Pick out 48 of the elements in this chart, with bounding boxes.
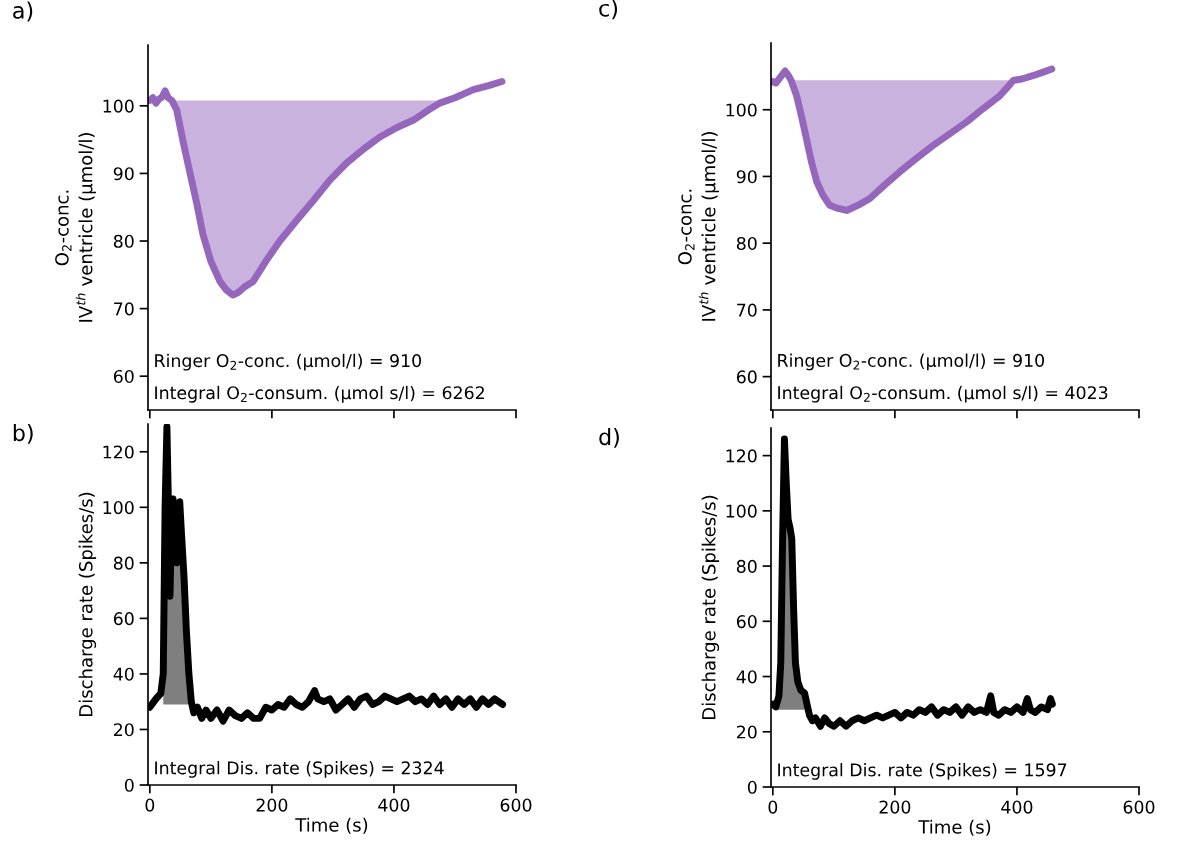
chart-title: d) <box>599 428 619 448</box>
x-tick-label: 600 <box>1123 800 1155 814</box>
x-axis-title: Time (s) <box>295 817 368 834</box>
annotation: Integral Dis. rate (Spikes) = 2324 <box>155 760 444 778</box>
x-tick-label: 600 <box>500 798 532 812</box>
y-tick-label: 0 <box>747 780 757 794</box>
text: O$_{2}$-conc. IV$^{th}$ ventricle (μmol/l) <box>678 132 719 321</box>
text: O$_{2}$-conc. IV$^{th}$ ventricle (μmol/l) <box>55 133 96 322</box>
y-tick-label: 0 <box>124 778 134 792</box>
annotation: Ringer O$_{2}$-conc. (µmol/l) = 910 <box>155 353 422 371</box>
y-tick-label: 90 <box>113 167 134 181</box>
y-tick-label: 100 <box>103 99 134 113</box>
chart-title: a) <box>13 1 33 22</box>
chart-title: c) <box>599 0 618 20</box>
y-tick-label: 100 <box>103 501 134 515</box>
x-tick-label: 0 <box>768 800 778 814</box>
x-tick-label: 400 <box>378 798 410 812</box>
y-tick-label: 70 <box>737 303 757 317</box>
x-tick-label: 200 <box>256 798 288 812</box>
y-tick-label: 40 <box>736 670 757 684</box>
y-tick-label: 80 <box>736 559 757 573</box>
annotation: Ringer O$_{2}$-conc. (µmol/l) = 910 <box>778 353 1045 371</box>
chart-title: b) <box>13 424 33 444</box>
y-tick-label: 60 <box>736 370 757 384</box>
y-tick-label: 60 <box>113 369 134 384</box>
x-tick-label: 0 <box>145 798 155 812</box>
y-tick-label: 60 <box>113 612 134 626</box>
y-tick-label: 70 <box>114 302 134 316</box>
y-tick-label: 80 <box>113 234 134 248</box>
x-tick-label: 200 <box>879 800 911 814</box>
y-tick-label: 100 <box>726 504 757 518</box>
y-tick-label: 100 <box>726 103 757 117</box>
y-tick-label: 80 <box>113 556 134 570</box>
x-tick-label: 400 <box>1001 800 1033 814</box>
y-axis-title: Discharge rate (Spikes/s) <box>701 495 720 719</box>
y-tick-label: 20 <box>113 723 134 737</box>
annotation: Integral O$_{2}$-consum. (µmol s/l) = 6262 <box>155 385 484 403</box>
y-tick-label: 40 <box>113 667 134 681</box>
y-tick-label: 20 <box>736 725 757 739</box>
y-axis-title: Discharge rate (Spikes/s) <box>78 492 97 716</box>
y-tick-label: 120 <box>103 445 134 459</box>
y-tick-label: 80 <box>736 236 757 251</box>
x-axis-title: Time (s) <box>918 819 991 836</box>
annotation: Integral O$_{2}$-consum. (µmol s/l) = 4023 <box>778 385 1108 403</box>
y-tick-label: 120 <box>726 449 757 463</box>
y-tick-label: 90 <box>736 170 757 184</box>
annotation: Integral Dis. rate (Spikes) = 1597 <box>778 763 1067 780</box>
y-tick-label: 60 <box>736 615 757 629</box>
